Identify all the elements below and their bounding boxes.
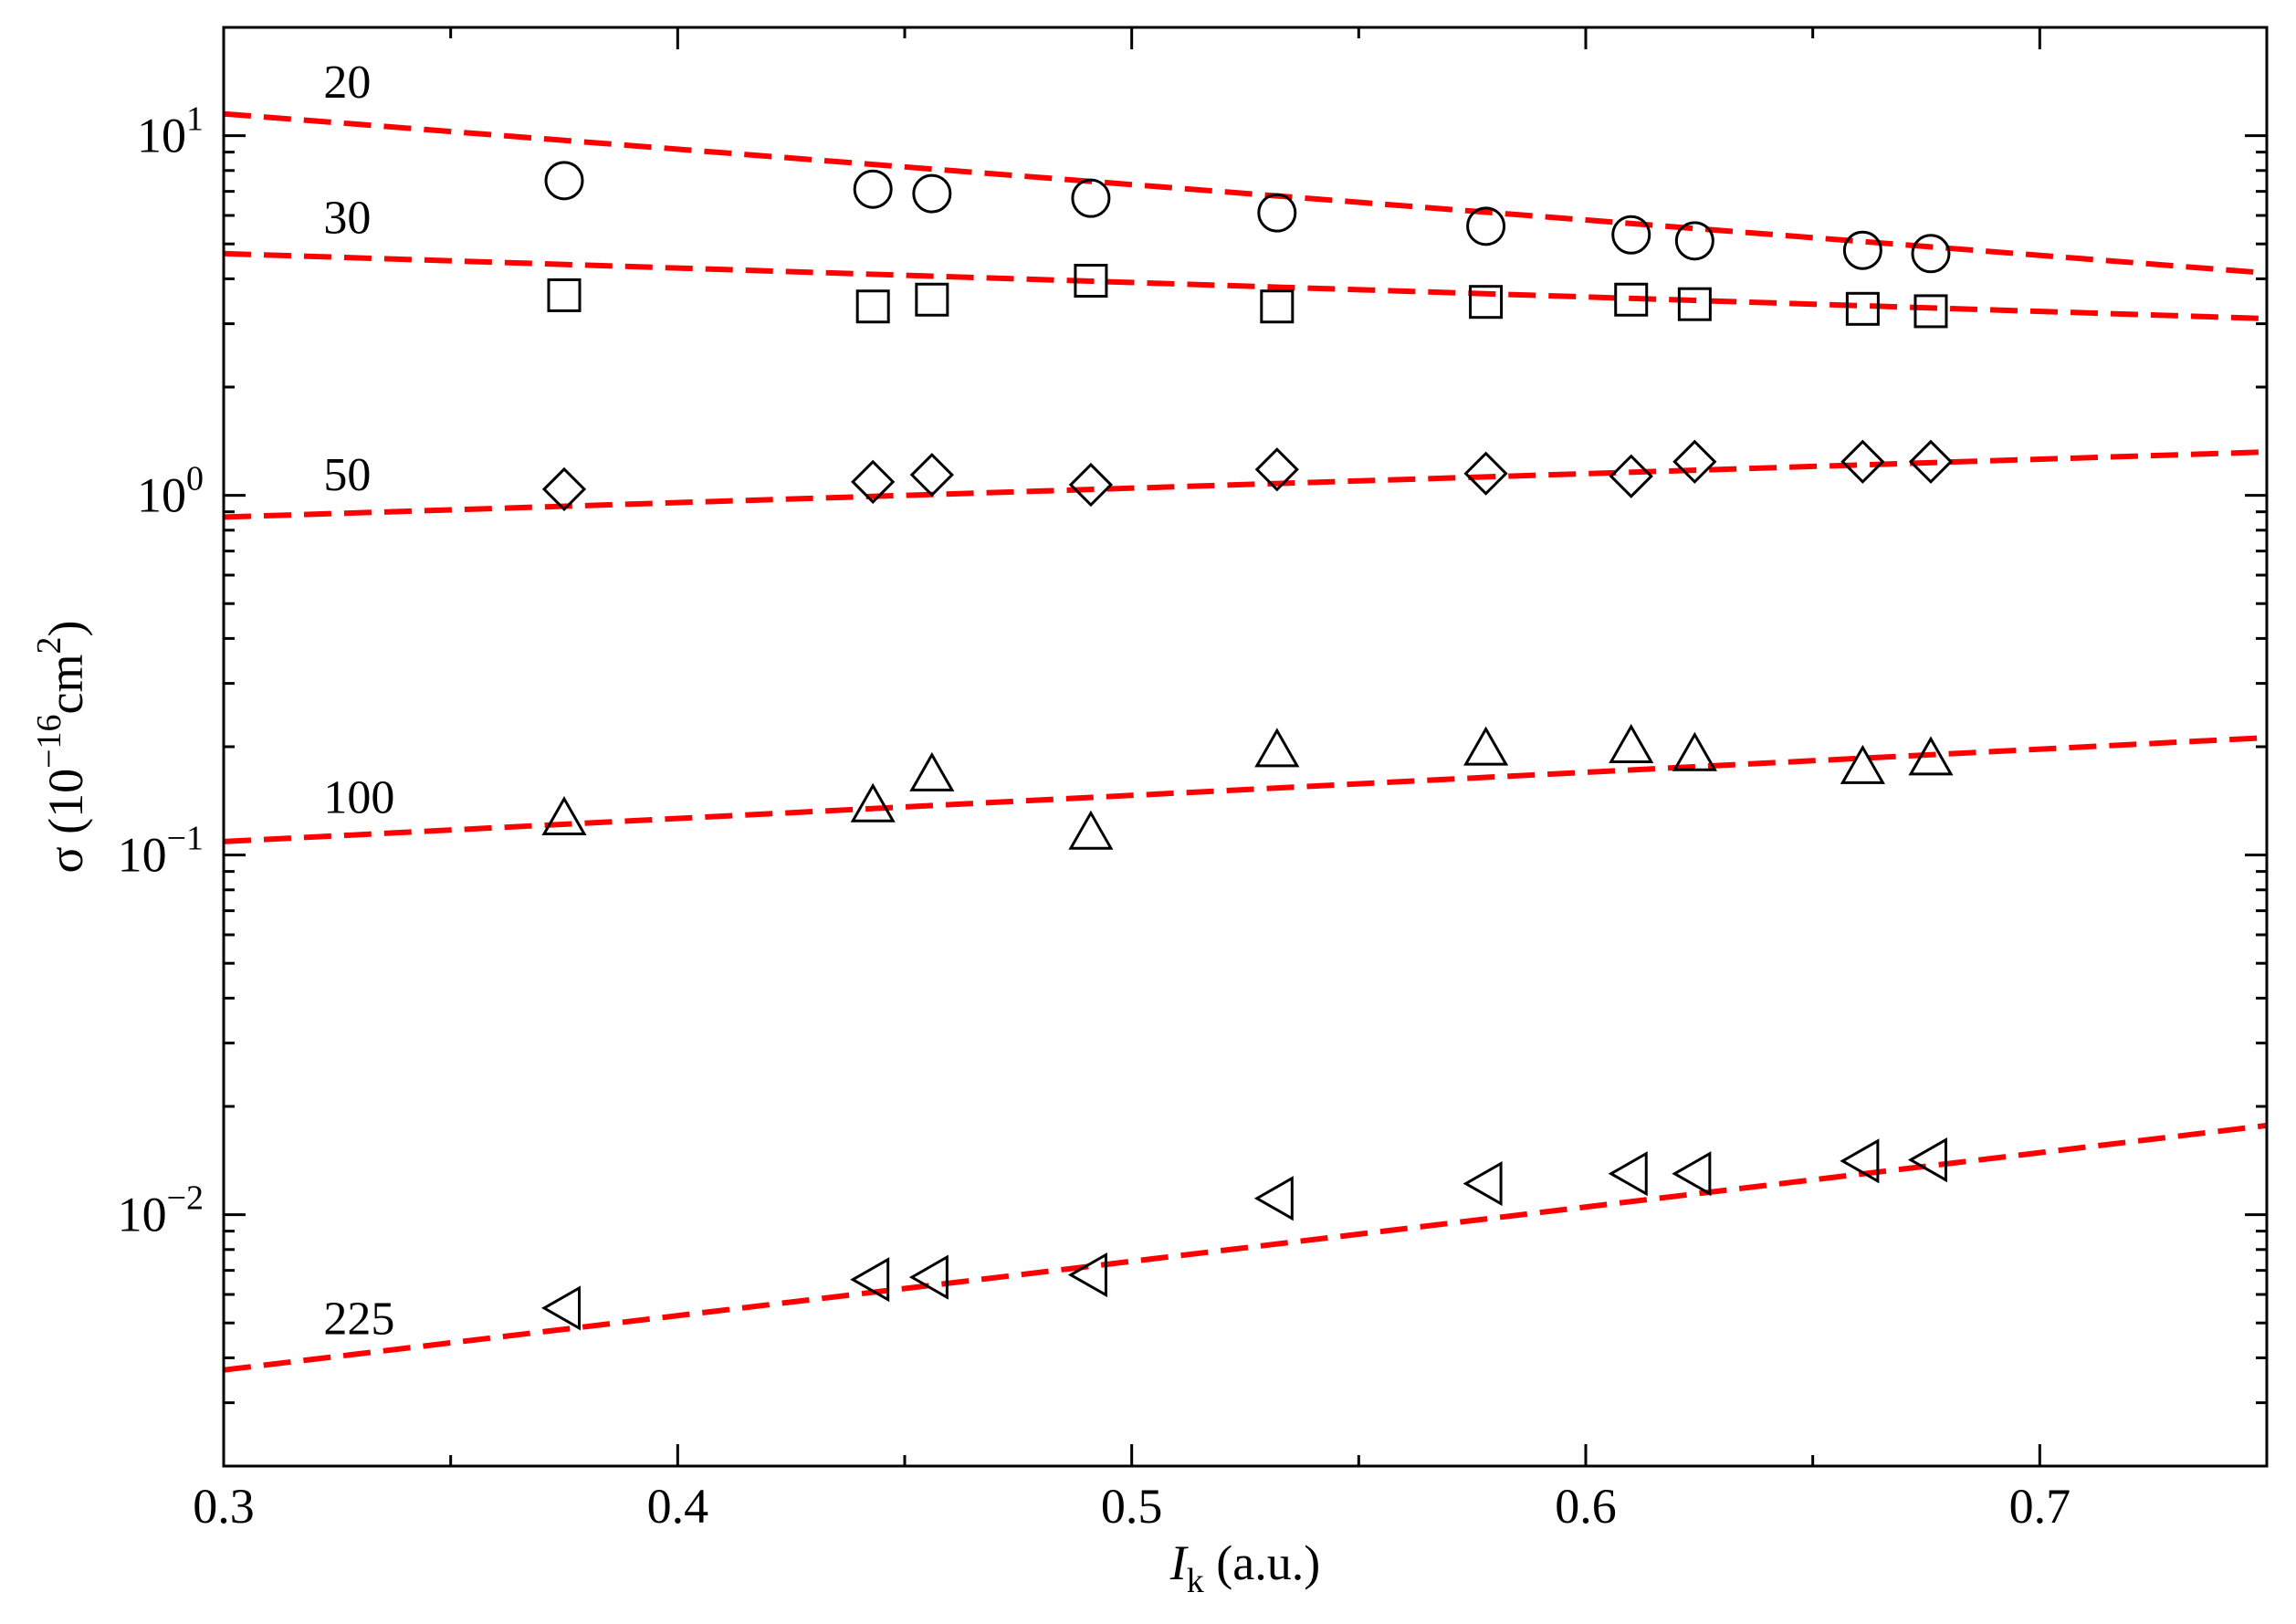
data-point-20 xyxy=(1257,193,1297,233)
y-axis-title: σ (10−16cm2) xyxy=(30,621,93,874)
data-point-100 xyxy=(1609,723,1654,763)
y-tick-label: 101 xyxy=(137,100,204,163)
fit-line-20 xyxy=(224,110,2267,277)
fit-line-225 xyxy=(224,1122,2267,1373)
data-point-225 xyxy=(1840,1138,1880,1184)
x-tick-label: 0.6 xyxy=(1555,1479,1617,1534)
data-point-100 xyxy=(850,782,896,822)
x-tick-label: 0.3 xyxy=(193,1479,255,1534)
data-point-225 xyxy=(1672,1151,1712,1197)
data-point-30 xyxy=(547,278,582,312)
data-point-100 xyxy=(541,796,587,836)
data-point-20 xyxy=(544,161,584,201)
data-point-30 xyxy=(855,289,890,324)
data-point-20 xyxy=(912,173,952,214)
y-tick-label: 100 xyxy=(137,460,204,523)
data-point-225 xyxy=(1463,1160,1503,1207)
data-point-20 xyxy=(1071,178,1111,218)
data-point-100 xyxy=(1068,810,1114,850)
data-point-50 xyxy=(1463,451,1508,496)
y-tick-label: 10−1 xyxy=(118,820,204,883)
data-point-100 xyxy=(1254,728,1300,768)
data-point-225 xyxy=(908,1254,949,1300)
data-point-30 xyxy=(1074,264,1108,299)
data-point-20 xyxy=(853,169,893,209)
data-point-225 xyxy=(1907,1137,1947,1183)
data-point-30 xyxy=(1913,294,1948,329)
data-point-50 xyxy=(851,459,896,504)
data-point-50 xyxy=(1840,439,1885,484)
data-point-50 xyxy=(1672,439,1717,484)
data-point-20 xyxy=(1842,230,1882,270)
data-point-225 xyxy=(1067,1252,1107,1298)
data-markers xyxy=(540,161,1954,1331)
data-point-30 xyxy=(1614,282,1649,317)
series-label-30: 30 xyxy=(323,192,371,244)
fit-line-100 xyxy=(224,735,2267,844)
fit-line-30 xyxy=(224,250,2267,322)
data-point-100 xyxy=(1672,731,1717,771)
data-point-50 xyxy=(1609,454,1653,498)
data-point-30 xyxy=(1845,291,1880,326)
data-point-225 xyxy=(540,1285,581,1331)
x-tick-label: 0.7 xyxy=(2009,1479,2071,1534)
data-point-225 xyxy=(850,1257,890,1303)
data-point-20 xyxy=(1911,234,1951,274)
data-point-100 xyxy=(1463,726,1509,766)
fit-lines xyxy=(224,110,2267,1373)
series-label-20: 20 xyxy=(323,57,371,109)
series-labels: 20 30 50 100 225 xyxy=(323,57,394,1345)
data-point-225 xyxy=(1608,1151,1648,1197)
data-point-20 xyxy=(1674,221,1714,261)
series-label-100: 100 xyxy=(323,771,394,823)
data-point-20 xyxy=(1466,206,1506,246)
fit-line-50 xyxy=(224,449,2267,520)
series-label-50: 50 xyxy=(323,449,371,501)
series-label-225: 225 xyxy=(323,1294,394,1346)
data-point-50 xyxy=(1068,462,1114,508)
data-point-100 xyxy=(1840,744,1885,784)
x-tick-label: 0.4 xyxy=(647,1479,709,1534)
data-point-100 xyxy=(1908,736,1954,776)
data-point-100 xyxy=(909,751,955,791)
data-point-50 xyxy=(1254,447,1299,492)
data-point-225 xyxy=(1253,1176,1294,1221)
data-point-20 xyxy=(1611,215,1651,255)
data-point-30 xyxy=(1677,287,1712,321)
data-point-30 xyxy=(1469,285,1504,320)
data-point-50 xyxy=(1908,439,1954,484)
data-point-30 xyxy=(915,282,949,317)
x-axis-ticks: 0.3 0.4 0.5 0.6 0.7 xyxy=(193,27,2269,1534)
x-tick-label: 0.5 xyxy=(1101,1479,1163,1534)
data-point-50 xyxy=(541,466,587,512)
y-tick-label: 10−2 xyxy=(118,1179,204,1242)
y-axis-ticks: 10−2 10−1 100 101 xyxy=(118,26,2267,1468)
x-axis-title: Ik (a.u.) xyxy=(1169,1535,1320,1600)
plot-frame xyxy=(222,26,2269,1468)
data-point-50 xyxy=(909,453,954,498)
data-point-30 xyxy=(1260,289,1295,324)
